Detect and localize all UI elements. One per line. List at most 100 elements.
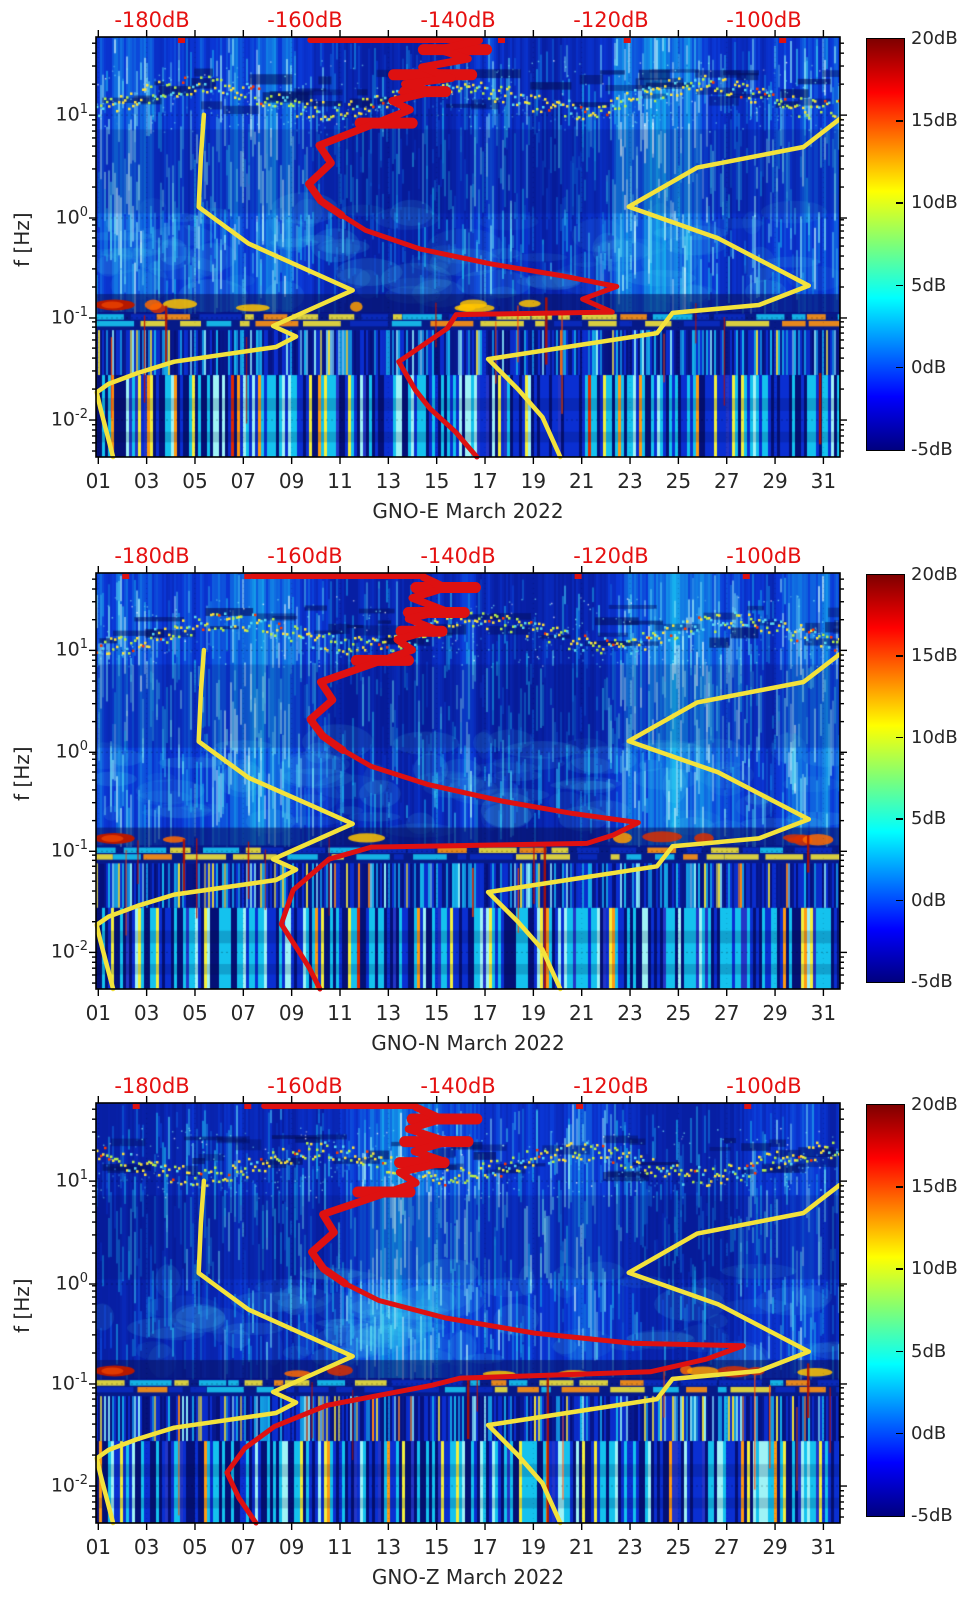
colorbar-tick-label: -5dB: [911, 1505, 953, 1526]
colorbar-tick: [896, 1268, 903, 1270]
x-tick-label: 23: [617, 469, 643, 493]
high-noise-model-curve: [485, 1183, 842, 1526]
colorbar-tick-label: 0dB: [911, 1422, 947, 1444]
low-noise-model-curve: [94, 1178, 355, 1526]
x-tick-label: 01: [85, 1001, 112, 1025]
high-noise-model-curve: [485, 117, 842, 460]
psd-top-clip-mark: [497, 38, 505, 43]
x-axis-labels: 01 03 05 07 09 11 13 15 17 19 21 23 25 27 29 31: [86, 469, 840, 493]
x-tick-label: 25: [665, 469, 692, 493]
x-tick-label: 19: [520, 1001, 547, 1025]
axes-and-curves-overlay: [89, 1096, 847, 1530]
x-tick-label: 05: [182, 469, 208, 493]
colorbar-tick-label: 20dB: [911, 1094, 958, 1115]
x-tick-label: 29: [762, 469, 788, 493]
y-axis-label: f [Hz]: [10, 1278, 34, 1333]
x-tick-label: 11: [327, 1535, 353, 1559]
colorbar: [866, 1104, 905, 1517]
colorbar-tick-label: 20dB: [911, 28, 958, 49]
psd-top-clip-mark: [742, 574, 750, 579]
top-db-label: -160dB: [267, 1074, 343, 1098]
x-tick-label: 27: [713, 1001, 740, 1025]
x-tick-label: 03: [133, 1001, 160, 1025]
x-tick-label: 21: [568, 1535, 595, 1559]
colorbar-tick-label: 5dB: [911, 1340, 947, 1362]
low-noise-model-curve: [94, 112, 355, 460]
top-db-label: -100dB: [726, 1074, 802, 1098]
low-noise-model-curve: [94, 647, 355, 992]
top-db-label: -160dB: [267, 544, 343, 568]
colorbar-tick: [896, 120, 903, 122]
x-tick-label: 31: [810, 1535, 837, 1559]
x-tick-label: 03: [133, 1535, 160, 1559]
panel-title: GNO-E March 2022: [372, 499, 564, 523]
x-tick-label: 07: [230, 1535, 257, 1559]
panel-title: GNO-Z March 2022: [371, 1565, 565, 1589]
top-db-axis-labels: -180dB -160dB -140dB -120dB -100dB: [96, 1074, 840, 1100]
x-tick-label: 29: [762, 1535, 788, 1559]
colorbar-tick: [896, 736, 903, 739]
psd-top-clip-mark: [574, 574, 582, 579]
psd-top-clip-mark: [744, 1104, 752, 1109]
x-tick-label: 03: [133, 469, 160, 493]
y-tick-label: 101: [55, 1168, 88, 1192]
x-tick-label: 07: [230, 1001, 257, 1025]
x-tick-label: 01: [85, 469, 112, 493]
x-tick-label: 05: [182, 1535, 208, 1559]
colorbar: [866, 574, 905, 983]
x-tick-label: 13: [375, 1535, 402, 1559]
top-db-label: -140dB: [420, 544, 496, 568]
x-tick-label: 29: [762, 1001, 788, 1025]
top-db-label: -100dB: [726, 8, 802, 32]
x-tick-label: 09: [278, 1001, 305, 1025]
y-tick-label: 10-2: [50, 939, 88, 963]
x-axis-labels: 01 03 05 07 09 11 13 15 17 19 21 23 25 27 29 31: [86, 1001, 840, 1025]
psd-top-clip-mark: [244, 1104, 252, 1109]
colorbar-tick-label: 10dB: [911, 1258, 958, 1280]
colorbar-tick-label: -5dB: [911, 971, 953, 992]
colorbar-tick-label: 20dB: [911, 564, 958, 585]
x-tick-label: 25: [665, 1535, 692, 1559]
station-psd-curve-upper: [305, 36, 483, 219]
x-tick-label: 15: [423, 1535, 450, 1559]
top-db-label: -180dB: [114, 1074, 190, 1098]
top-db-label: -180dB: [114, 8, 190, 32]
x-tick-label: 31: [810, 1001, 837, 1025]
colorbar-tick: [896, 202, 903, 204]
colorbar-tick: [896, 818, 903, 820]
top-db-label: -120dB: [573, 1074, 649, 1098]
top-db-axis-labels: -180dB -160dB -140dB -120dB -100dB: [96, 8, 840, 34]
x-tick-label: 19: [520, 469, 547, 493]
colorbar-tick: [896, 1350, 903, 1353]
station-psd-curve-upper: [306, 573, 450, 754]
spectrogram-heatmap-gno-n: [96, 573, 840, 989]
psd-top-clip-mark: [178, 38, 186, 43]
x-tick-label: 11: [327, 469, 353, 493]
top-db-label: -160dB: [267, 8, 343, 32]
x-tick-label: 27: [713, 469, 740, 493]
x-tick-label: 09: [278, 1535, 305, 1559]
colorbar-tick-label: 0dB: [911, 889, 947, 911]
colorbar-tick-label: 15dB: [911, 645, 958, 667]
colorbar-tick: [896, 1186, 903, 1188]
x-tick-label: 15: [423, 469, 450, 493]
plot-border: [95, 1102, 841, 1524]
x-tick-label: 05: [182, 1001, 208, 1025]
top-db-label: -100dB: [726, 544, 802, 568]
x-tick-label: 11: [327, 1001, 353, 1025]
top-db-label: -140dB: [420, 8, 496, 32]
x-tick-label: 07: [230, 469, 257, 493]
x-tick-label: 09: [278, 469, 305, 493]
y-axis-label: f [Hz]: [10, 212, 34, 267]
x-tick-label: 17: [472, 1001, 498, 1025]
plot-border: [95, 572, 841, 990]
x-tick-label: 17: [472, 469, 498, 493]
x-tick-label: 21: [568, 469, 595, 493]
psd-top-clip-mark: [623, 38, 631, 43]
x-tick-label: 01: [85, 1535, 112, 1559]
colorbar-tick-label: 5dB: [911, 808, 947, 830]
top-db-axis-labels: -180dB -160dB -140dB -120dB -100dB: [96, 544, 840, 570]
y-tick-label: 10-1: [50, 304, 88, 329]
colorbar-tick-label: 15dB: [911, 110, 958, 132]
top-db-label: -180dB: [114, 544, 190, 568]
